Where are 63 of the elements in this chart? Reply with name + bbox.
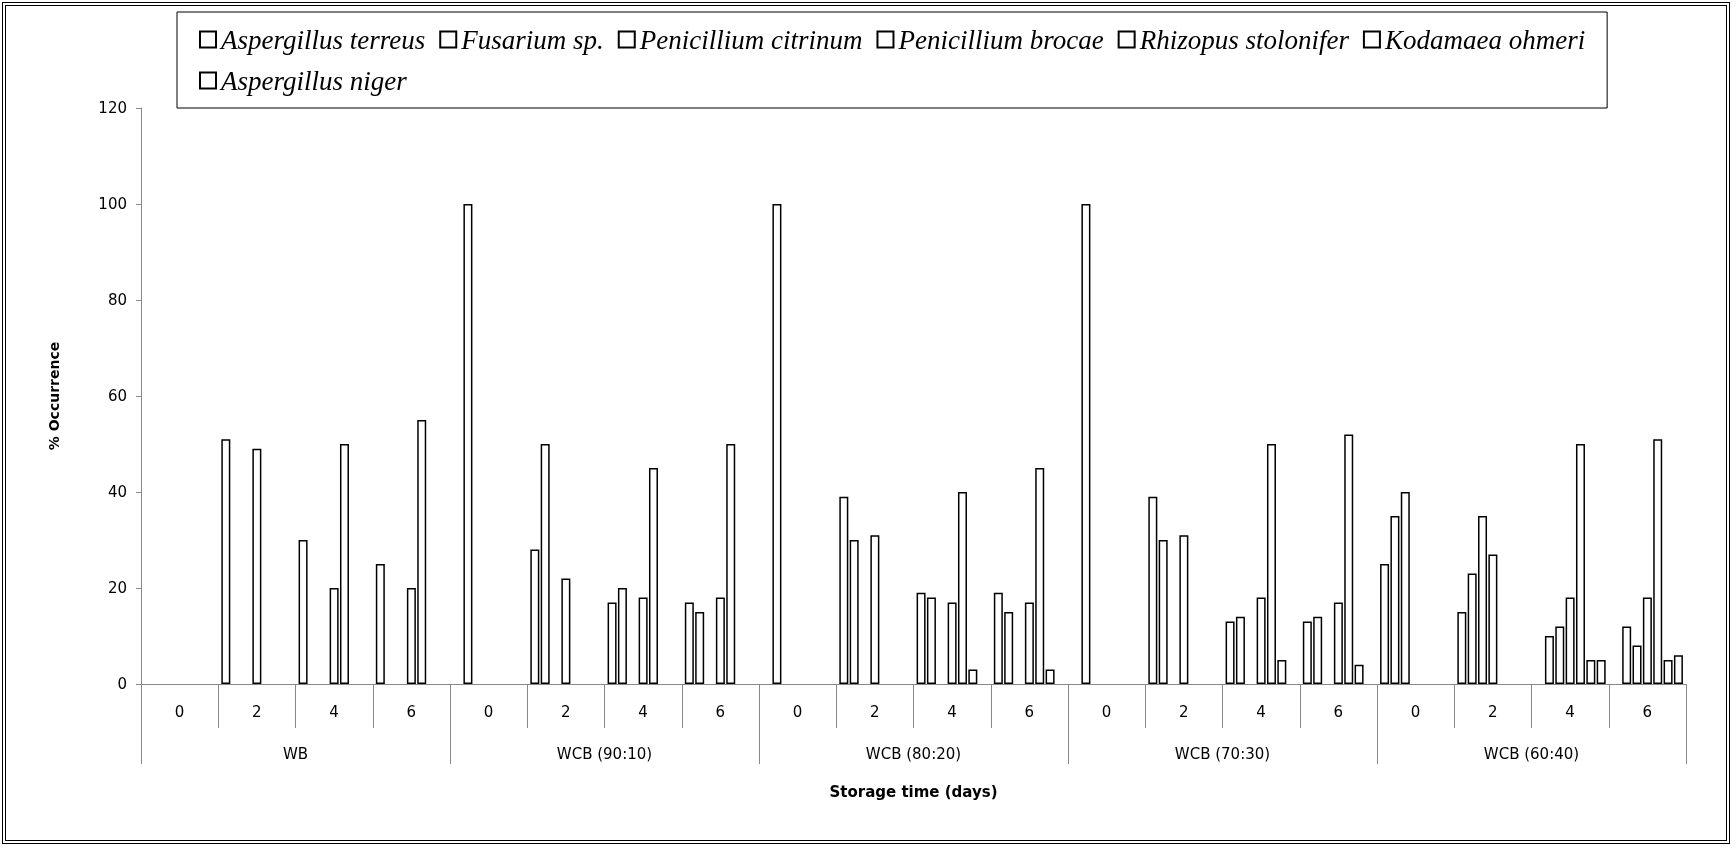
bar [530, 549, 540, 684]
y-tick-label: 0 [117, 675, 127, 693]
bar [561, 578, 571, 684]
bar [870, 535, 880, 684]
text: WCB (60:40) [1483, 744, 1580, 763]
legend-label: Penicillium brocae [897, 24, 1104, 55]
y-tick-label: 120 [98, 99, 127, 117]
y-axis-title: % Occurrence [46, 341, 62, 451]
x-tick-label: 6 [1024, 702, 1035, 721]
legend-label: Penicillium citrinum [638, 24, 863, 55]
bar [221, 439, 231, 684]
legend-label: Rhizopus stolonifer [1138, 24, 1350, 55]
text: WCB (70:30) [1174, 744, 1271, 763]
bar [1081, 204, 1091, 684]
x-tick-label: 2 [1179, 702, 1189, 721]
bar [252, 448, 262, 684]
x-tick-label: 2 [252, 702, 262, 721]
y-tick-label: 20 [107, 579, 127, 597]
bar [1596, 660, 1606, 684]
y-tick-label: 100 [98, 195, 127, 213]
x-tick-label: 0 [792, 702, 803, 721]
x-tick-label: 4 [1256, 702, 1266, 721]
bar [1400, 492, 1410, 684]
legend-label: Aspergillus terreus [219, 24, 426, 55]
legend-label: Kodamaea ohmeri [1383, 24, 1586, 55]
legend-label: Aspergillus niger [219, 65, 408, 96]
bar [1045, 669, 1055, 684]
text: WB [282, 744, 309, 763]
x-tick-label: 6 [406, 702, 417, 721]
x-tick-label: 4 [638, 702, 648, 721]
bar [849, 540, 859, 684]
bar [540, 444, 550, 684]
y-tick-label: 80 [107, 291, 127, 309]
x-tick-label: 2 [1488, 702, 1498, 721]
x-tick-label: 6 [1642, 702, 1653, 721]
x-axis-title: Storage time (days) [829, 782, 998, 801]
bar [1457, 612, 1467, 684]
text: WCB (90:10) [556, 744, 653, 763]
bar [839, 496, 849, 684]
legend-label: Fusarium sp. [460, 24, 604, 55]
x-tick-label: 0 [483, 702, 494, 721]
x-tick-label: 4 [947, 702, 957, 721]
x-tick-label: 0 [174, 702, 185, 721]
bar [375, 564, 385, 684]
x-tick-label: 6 [1333, 702, 1344, 721]
bar [298, 540, 308, 684]
y-tick-label: 60 [107, 387, 127, 405]
x-tick-label: 2 [870, 702, 880, 721]
y-tick-label: 40 [107, 483, 127, 501]
x-tick-label: 2 [561, 702, 571, 721]
bar [1354, 664, 1364, 684]
bar [772, 204, 782, 684]
x-tick-label: 4 [329, 702, 339, 721]
bar [1179, 535, 1189, 684]
bar [1158, 540, 1168, 684]
bar [1148, 496, 1158, 684]
bar [1622, 626, 1632, 684]
x-tick-label: 0 [1410, 702, 1421, 721]
x-tick-label: 0 [1101, 702, 1112, 721]
bar [463, 204, 473, 684]
x-tick-label: 6 [715, 702, 726, 721]
x-tick-label: 4 [1565, 702, 1575, 721]
text: WCB (80:20) [865, 744, 962, 763]
